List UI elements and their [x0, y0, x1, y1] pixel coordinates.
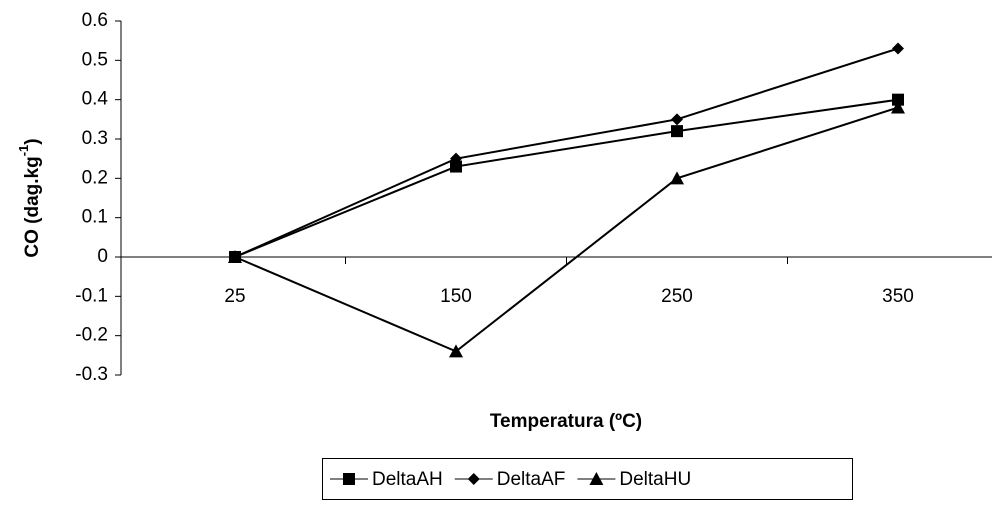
x-tick-label: 150: [440, 286, 472, 307]
y-axis-title-text: CO (dag.kg: [22, 156, 43, 257]
legend-label: DeltaAF: [497, 469, 566, 490]
legend-box: [322, 458, 853, 500]
y-tick-label: 0.1: [82, 207, 108, 228]
marker: [671, 113, 683, 126]
x-tick-label: 350: [882, 286, 914, 307]
marker: [450, 152, 462, 165]
y-tick-label: 0: [97, 246, 108, 267]
marker: [670, 171, 684, 185]
y-tick-label: 0.4: [82, 89, 109, 110]
y-tick-label: -0.2: [75, 325, 108, 346]
y-tick-label: 0.3: [82, 128, 108, 149]
legend-label: DeltaAH: [372, 469, 443, 490]
y-tick-label: -0.3: [75, 364, 108, 385]
marker: [891, 100, 905, 114]
marker: [343, 473, 355, 485]
marker: [228, 250, 242, 263]
y-axis-title-superscript: -1: [16, 145, 31, 157]
series-line: [234, 106, 899, 353]
legend-label: DeltaHU: [619, 469, 691, 490]
y-tick-label: 0.5: [82, 49, 108, 70]
y-tick-label: -0.1: [75, 285, 108, 306]
marker: [467, 473, 480, 485]
x-axis-title: Temperatura (ºC): [490, 411, 642, 432]
marker: [450, 160, 462, 173]
y-axis-title-suffix: ): [22, 138, 43, 144]
series-line: [234, 47, 899, 258]
y-axis-title: CO (dag.kg-1): [16, 138, 43, 257]
marker: [589, 472, 604, 485]
y-tick-label: 0.6: [82, 10, 108, 31]
x-tick-label: 25: [224, 286, 245, 307]
x-tick-label: 250: [661, 286, 693, 307]
marker: [671, 125, 683, 138]
series-line: [234, 98, 899, 258]
marker: [892, 93, 904, 106]
marker: [449, 344, 463, 358]
marker: [892, 42, 904, 55]
y-tick-label: 0.2: [82, 167, 108, 188]
legend: DeltaAH DeltaAF DeltaHU: [322, 458, 853, 500]
